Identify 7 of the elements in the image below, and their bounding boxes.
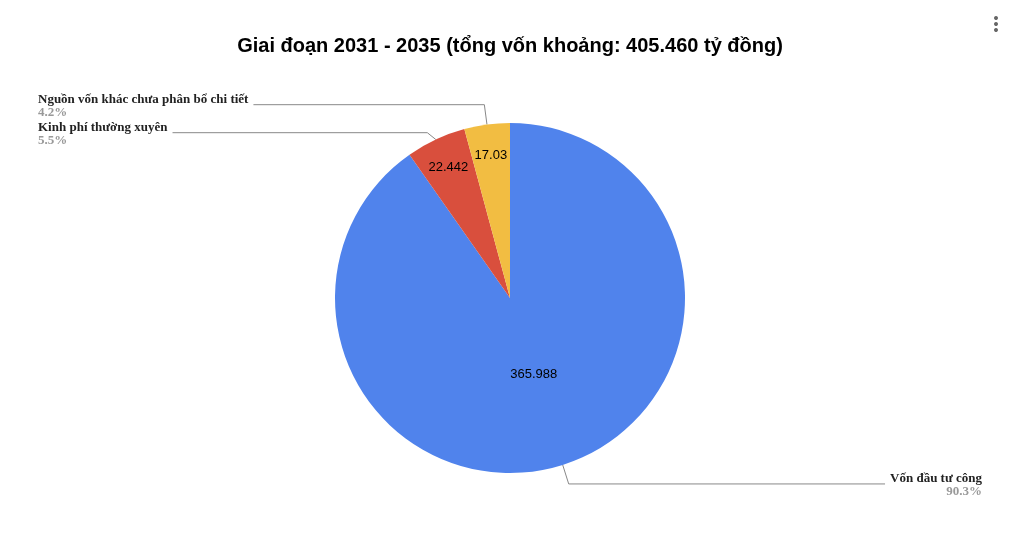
slice-label: Nguồn vốn khác chưa phân bổ chi tiết (38, 90, 250, 106)
chart-title: Giai đoạn 2031 - 2035 (tổng vốn khoảng: 405.460 tỷ đồng) (237, 34, 783, 56)
slice-label: Kinh phí thường xuyên (38, 118, 169, 134)
data-label: 22.442 (428, 158, 469, 174)
text: 5.5% (38, 131, 68, 147)
data-label: 365.988 (510, 365, 558, 381)
data-label: 17.03 (474, 146, 508, 162)
